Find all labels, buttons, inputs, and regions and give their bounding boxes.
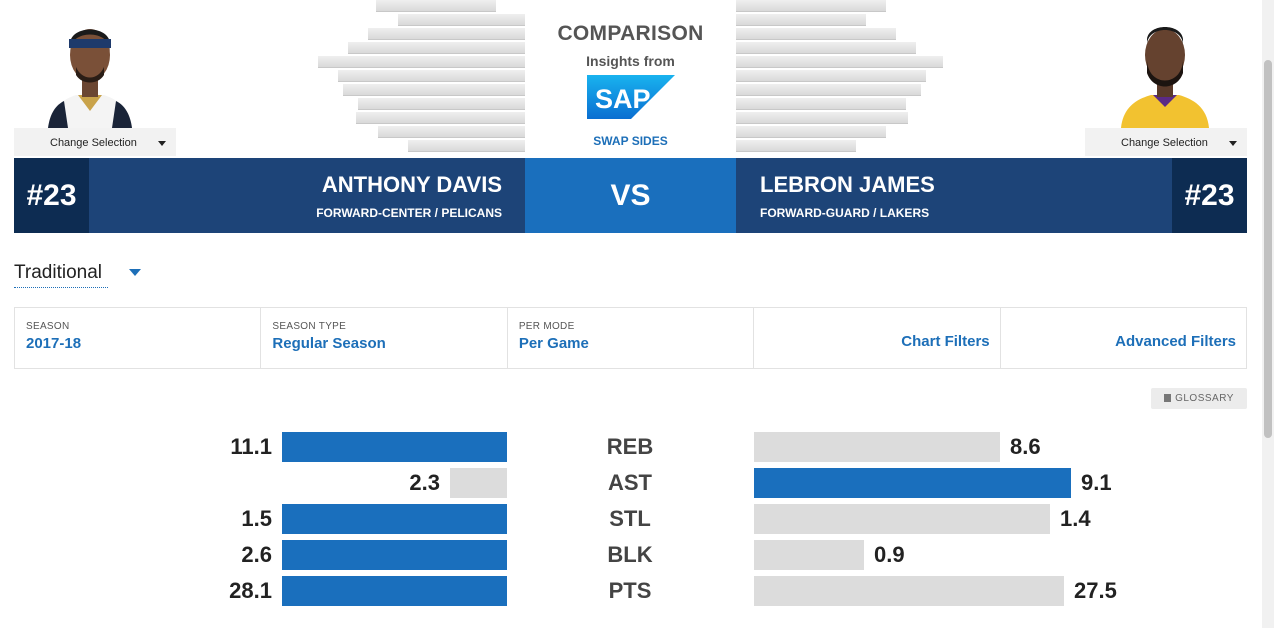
change-selection-right[interactable]: Change Selection [1085,128,1247,156]
right-player-number: #23 [1172,158,1247,233]
sap-logo-text: SAP [595,84,651,114]
stat-value-left-stl: 1.5 [241,506,272,531]
stat-value-left-ast: 2.3 [409,470,440,495]
stat-bar-right-blk [754,540,864,570]
stat-label-pts: PTS [608,578,652,603]
stat-value-right-stl: 1.4 [1060,506,1091,531]
swap-sides-button[interactable]: SWAP SIDES [593,134,668,148]
insights-label: Insights from [586,53,675,69]
court-floor-right [736,0,943,158]
stat-bar-left-blk [282,540,507,570]
stat-value-left-pts: 28.1 [229,578,272,603]
per-mode-filter-label: PER MODE [518,321,575,332]
left-player-number: #23 [14,158,89,233]
season-filter-label: SEASON [26,321,70,332]
stat-bar-right-pts [754,576,1064,606]
stat-label-ast: AST [608,470,652,495]
stat-bar-right-reb [754,432,1000,462]
season-type-filter-label: SEASON TYPE [272,321,347,332]
scrollbar-thumb[interactable] [1264,60,1272,438]
stat-value-right-blk: 0.9 [874,542,905,567]
right-player-position: FORWARD-GUARD / LAKERS [760,206,930,220]
season-filter-value: 2017-18 [26,335,82,352]
comparison-title: COMPARISON [557,22,704,45]
stat-label-stl: STL [609,506,651,531]
stat-bar-left-ast [450,468,507,498]
left-player-position: FORWARD-CENTER / PELICANS [316,206,502,220]
left-player-name: ANTHONY DAVIS [321,172,502,197]
stat-mode-dropdown[interactable]: Traditional [14,262,108,288]
stat-value-right-ast: 9.1 [1081,470,1112,495]
season-type-filter-value: Regular Season [272,335,386,352]
stat-bar-left-pts [282,576,507,606]
court-floor-left [318,0,525,158]
change-selection-left[interactable]: Change Selection [14,128,176,156]
stat-bar-left-stl [282,504,507,534]
stat-bar-right-stl [754,504,1050,534]
chevron-down-icon [1229,141,1237,146]
change-selection-left-label: Change Selection [50,137,137,149]
stat-value-left-blk: 2.6 [241,542,272,567]
chart-filters-cell: Chart Filters [754,308,1001,368]
change-selection-right-label: Change Selection [1121,137,1208,149]
chevron-down-icon [158,141,166,146]
sap-logo: SAP [587,75,675,119]
player-photo-anthony-davis [42,15,138,128]
player-photo-lebron-james [1117,15,1213,128]
glossary-button[interactable]: GLOSSARY [1151,388,1247,409]
per-mode-filter-value: Per Game [518,335,589,352]
season-type-filter[interactable]: SEASON TYPE Regular Season [261,308,508,368]
stat-value-left-reb: 11.1 [230,434,272,459]
glossary-label: GLOSSARY [1175,393,1234,404]
comparison-hero: COMPARISON Insights from SAP SWAP SIDES [0,0,1262,158]
right-player-name: LEBRON JAMES [760,172,935,197]
chevron-down-icon[interactable] [129,269,141,276]
comparison-panel: COMPARISON Insights from SAP SWAP SIDES [525,0,736,158]
advanced-filters-cell: Advanced Filters [1001,308,1246,368]
filter-bar: SEASON 2017-18 SEASON TYPE Regular Seaso… [14,307,1247,369]
advanced-filters-link[interactable]: Advanced Filters [1115,333,1237,350]
versus-bar: #23 ANTHONY DAVIS FORWARD-CENTER / PELIC… [14,158,1247,233]
stat-bar-right-ast [754,468,1071,498]
per-mode-filter[interactable]: PER MODE Per Game [508,308,755,368]
season-filter[interactable]: SEASON 2017-18 [15,308,262,368]
stat-bar-left-reb [282,432,507,462]
stat-label-blk: BLK [607,542,653,567]
chart-filters-link[interactable]: Chart Filters [901,333,990,350]
stat-value-right-pts: 27.5 [1074,578,1117,603]
book-icon [1164,394,1172,402]
stat-value-right-reb: 8.6 [1010,434,1041,459]
page-scrollbar[interactable] [1262,0,1274,628]
stat-label-reb: REB [606,434,654,459]
vs-label: VS [525,158,736,233]
